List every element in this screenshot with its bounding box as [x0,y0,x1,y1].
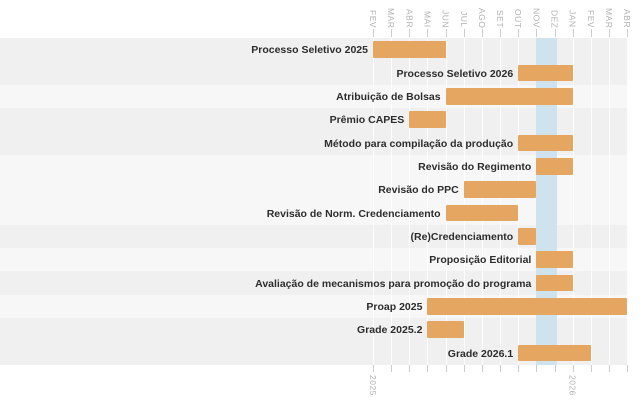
task-bar[interactable] [427,297,628,315]
month-tick-bottom [481,364,483,372]
month-tick-label: SET [495,9,506,28]
task-label: Método para compilação da produção [324,137,514,150]
month-tick-top [445,29,447,37]
task-label: Revisão do Regimento [418,160,532,173]
month-gridline [627,38,629,365]
task-label: Atribuição de Bolsas [336,90,441,103]
month-tick-bottom [445,364,447,372]
task-label: Grade 2026.1 [447,347,514,360]
month-gridline [445,38,447,365]
task-label: Revisão de Norm. Credenciamento [266,207,441,220]
month-gridline [391,38,393,365]
month-tick-bottom [572,364,574,372]
row-stripe [0,38,628,62]
month-tick-bottom [391,364,393,372]
month-tick-top [481,29,483,37]
task-label: Processo Seletivo 2025 [251,44,368,57]
month-tick-top [590,29,592,37]
month-gridline [608,38,610,365]
task-label: Prêmio CAPES [329,114,405,127]
task-bar[interactable] [536,157,573,175]
month-tick-bottom [373,364,374,372]
month-tick-bottom [500,364,502,372]
month-gridline [427,38,429,365]
month-tick-top [608,29,610,37]
month-tick-bottom [536,364,538,372]
task-bar[interactable] [518,64,573,82]
task-bar[interactable] [518,344,591,362]
task-label: Grade 2025.2 [357,324,423,337]
task-bar[interactable] [536,251,573,268]
month-tick-label: MAI [422,11,433,28]
task-label: Revisão do PPC [378,184,459,197]
month-tick-top [373,29,374,37]
month-gridline [373,38,374,365]
month-tick-top [554,29,556,37]
month-tick-label: JUN [440,9,451,28]
task-bar[interactable] [373,41,446,58]
month-tick-bottom [590,364,592,372]
row-stripe [0,341,628,365]
task-label: (Re)Credenciamento [410,230,514,243]
task-bar[interactable] [463,181,537,198]
month-gridline [518,38,520,365]
month-tick-bottom [427,364,429,372]
row-stripe [0,271,628,295]
row-stripe [0,224,628,248]
month-gridline [409,38,411,365]
month-tick-top [409,29,411,37]
task-bar[interactable] [427,321,464,338]
month-tick-label: AGO [476,7,487,28]
task-bar[interactable] [536,274,573,292]
month-tick-label: ABR [404,9,415,28]
month-tick-label: MAR [603,7,614,28]
month-gridline [463,38,465,365]
month-tick-top [463,29,465,37]
month-tick-bottom [409,364,411,372]
row-stripe [0,154,628,178]
month-tick-bottom [463,364,465,372]
month-tick-label: MAR [386,7,397,28]
task-label: Processo Seletivo 2026 [396,67,514,80]
month-tick-label: JUL [458,11,469,28]
task-label: Proposição Editorial [429,254,532,267]
row-stripe [0,248,628,272]
month-tick-top [572,29,574,37]
month-tick-top [500,29,502,37]
month-gridline [500,38,502,365]
row-stripe [0,131,628,155]
task-label: Proap 2025 [366,300,423,313]
month-gridline [590,38,592,365]
task-bar[interactable] [445,204,519,222]
month-tick-bottom [627,364,629,372]
month-tick-bottom [608,364,610,372]
row-stripe [0,108,628,132]
year-tick-label: 2026 [567,375,578,396]
month-tick-label: NOV [531,8,542,28]
year-tick-label: 2025 [368,375,378,396]
month-tick-top [391,29,393,37]
row-stripe [0,61,628,85]
task-bar[interactable] [409,111,446,128]
task-bar[interactable] [518,134,573,152]
month-tick-top [427,29,429,37]
month-tick-bottom [554,364,556,372]
month-gridline [572,38,574,365]
task-bar[interactable] [518,227,537,245]
month-gridline [481,38,483,365]
month-tick-label: OUT [513,8,524,28]
month-tick-label: DEZ [549,9,560,29]
month-tick-label: FEV [585,9,596,28]
month-tick-top [518,29,520,37]
month-tick-label: FEV [368,9,378,28]
task-bar[interactable] [445,87,573,105]
month-tick-top [536,29,538,37]
month-tick-bottom [518,364,520,372]
row-stripe [0,318,628,342]
task-label: Avaliação de mecanismos para promoção do… [255,277,532,290]
month-tick-top [627,29,629,37]
month-tick-label: JAN [567,10,578,28]
month-tick-label: ABR [622,9,633,28]
